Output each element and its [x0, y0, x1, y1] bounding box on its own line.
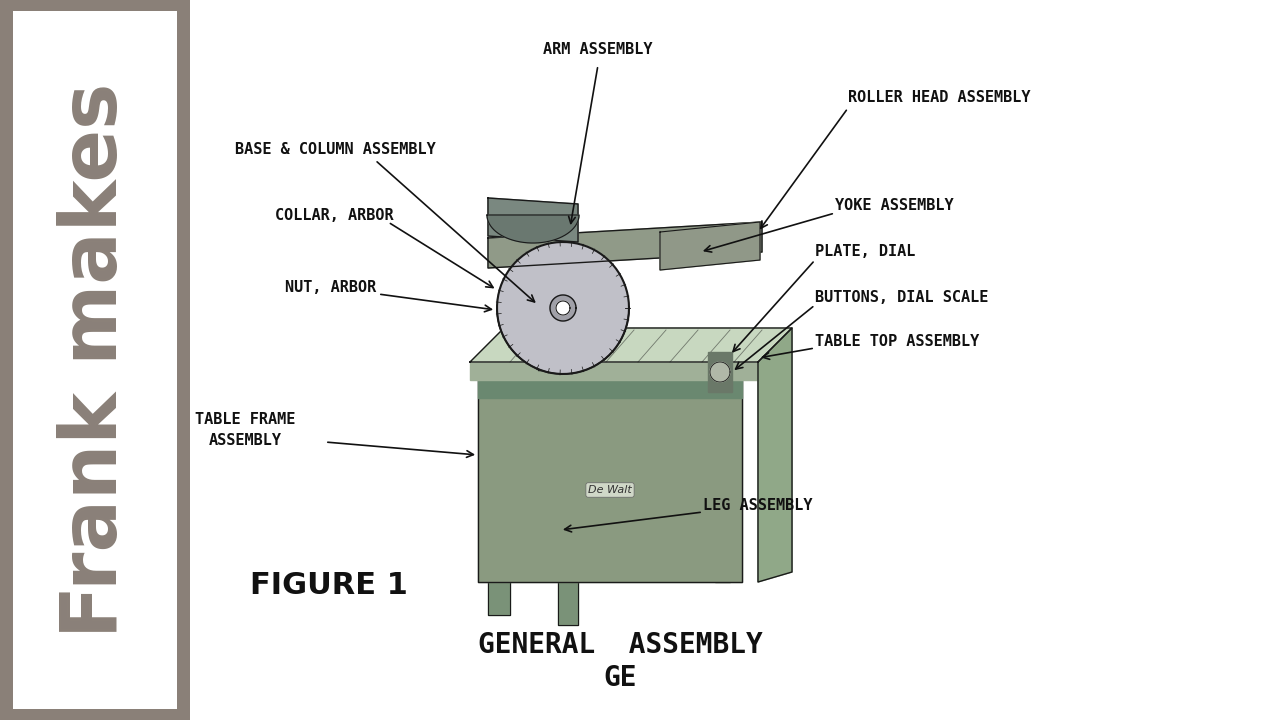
Polygon shape — [497, 308, 628, 374]
Text: FIGURE 1: FIGURE 1 — [250, 570, 408, 600]
Polygon shape — [486, 215, 579, 243]
Polygon shape — [538, 290, 576, 370]
Text: De Walt: De Walt — [588, 485, 632, 495]
Polygon shape — [550, 295, 576, 321]
Polygon shape — [622, 342, 637, 575]
Polygon shape — [488, 198, 579, 242]
Text: GE: GE — [603, 664, 636, 692]
Bar — [0, 0, 189, 720]
Polygon shape — [477, 378, 742, 582]
Text: PLATE, DIAL: PLATE, DIAL — [815, 245, 915, 259]
Text: YOKE ASSEMBLY: YOKE ASSEMBLY — [835, 197, 954, 212]
Polygon shape — [758, 328, 792, 582]
Text: BASE & COLUMN ASSEMBLY: BASE & COLUMN ASSEMBLY — [236, 143, 435, 158]
Text: NUT, ARBOR: NUT, ARBOR — [285, 281, 376, 295]
Polygon shape — [556, 301, 570, 315]
Text: Frank makes: Frank makes — [58, 82, 133, 638]
Polygon shape — [710, 362, 730, 382]
Bar — [13, 11, 177, 709]
Polygon shape — [477, 378, 742, 398]
Text: ROLLER HEAD ASSEMBLY: ROLLER HEAD ASSEMBLY — [849, 91, 1030, 106]
Polygon shape — [660, 222, 760, 270]
Polygon shape — [470, 328, 792, 362]
Text: LEG ASSEMBLY: LEG ASSEMBLY — [703, 498, 813, 513]
Polygon shape — [558, 400, 579, 625]
Text: COLLAR, ARBOR: COLLAR, ARBOR — [275, 207, 394, 222]
Text: BUTTONS, DIAL SCALE: BUTTONS, DIAL SCALE — [815, 290, 988, 305]
Polygon shape — [497, 242, 628, 374]
Polygon shape — [708, 352, 732, 392]
Polygon shape — [488, 385, 509, 615]
Polygon shape — [470, 362, 758, 380]
Text: ARM ASSEMBLY: ARM ASSEMBLY — [543, 42, 653, 58]
Text: TABLE FRAME
ASSEMBLY: TABLE FRAME ASSEMBLY — [195, 412, 296, 448]
Text: TABLE TOP ASSEMBLY: TABLE TOP ASSEMBLY — [815, 335, 979, 349]
Text: GENERAL  ASSEMBLY: GENERAL ASSEMBLY — [477, 631, 763, 659]
Polygon shape — [488, 222, 762, 268]
Polygon shape — [716, 348, 730, 582]
